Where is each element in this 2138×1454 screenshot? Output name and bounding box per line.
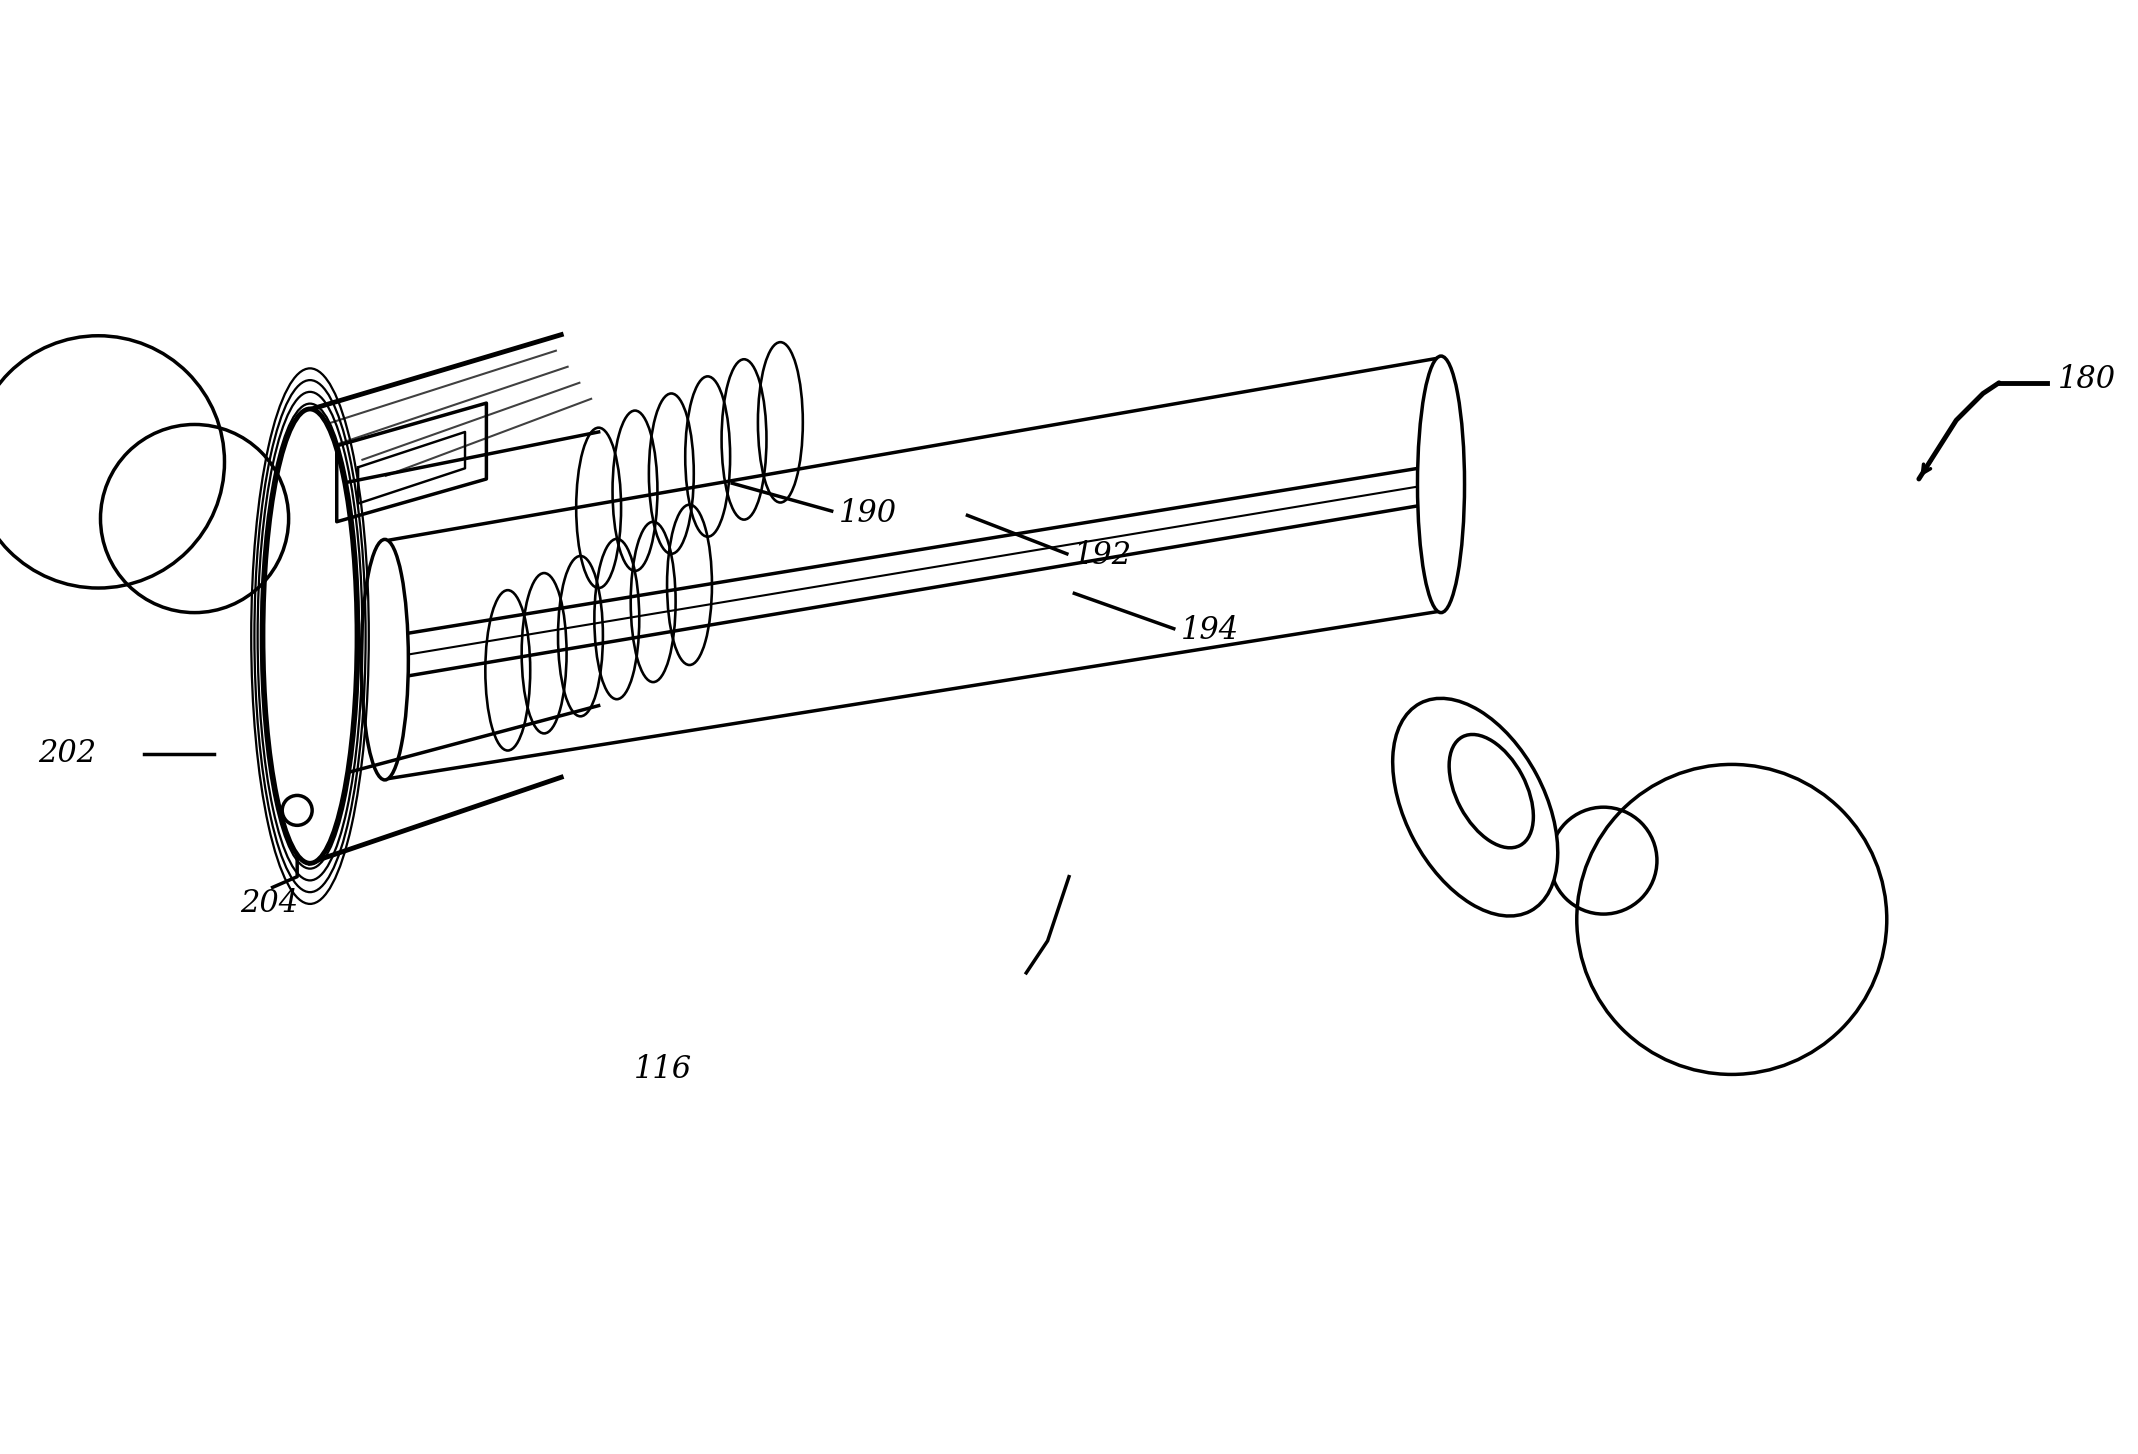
Text: 190: 190 xyxy=(838,497,898,529)
Text: 180: 180 xyxy=(2059,364,2117,395)
Ellipse shape xyxy=(1417,356,1465,612)
Text: 194: 194 xyxy=(1180,615,1240,646)
Text: 204: 204 xyxy=(239,888,299,919)
Ellipse shape xyxy=(282,795,312,826)
Ellipse shape xyxy=(1550,807,1657,915)
Ellipse shape xyxy=(1392,698,1559,916)
Text: 202: 202 xyxy=(38,739,96,769)
Ellipse shape xyxy=(361,539,408,779)
Text: 116: 116 xyxy=(633,1054,693,1085)
Text: 192: 192 xyxy=(1073,541,1133,571)
Ellipse shape xyxy=(1450,734,1533,848)
Ellipse shape xyxy=(263,409,357,864)
